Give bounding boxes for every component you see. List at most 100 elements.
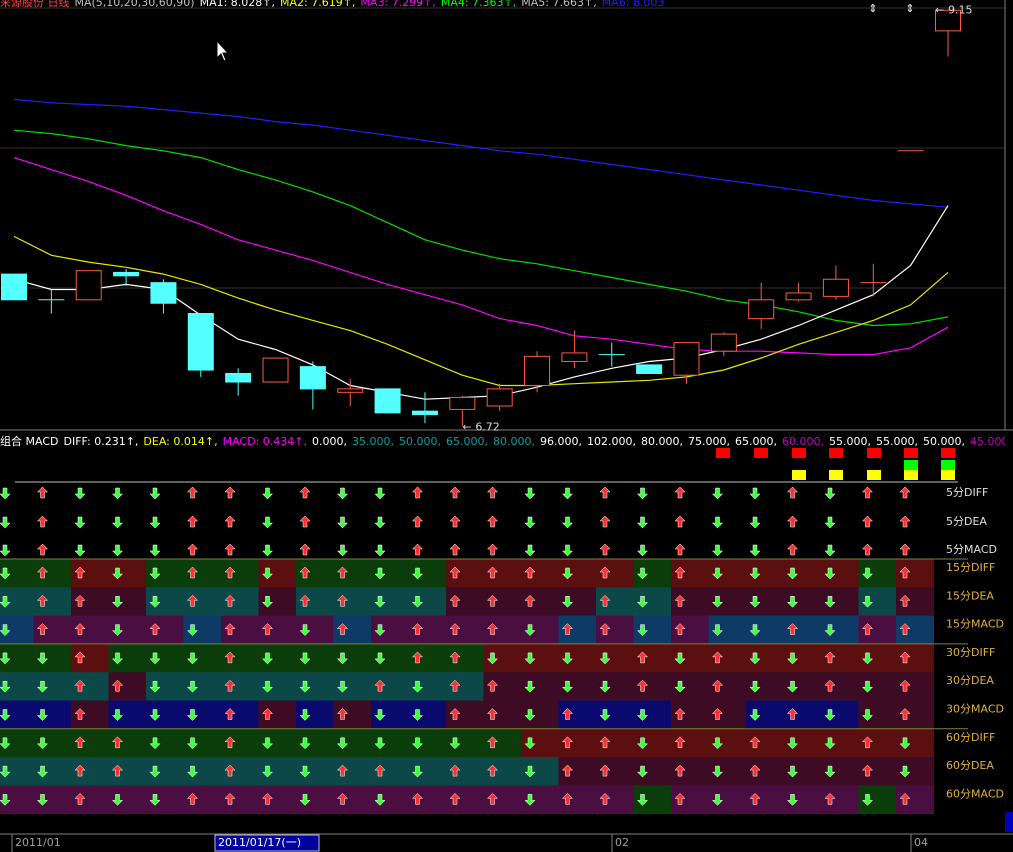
cell-bg bbox=[596, 700, 634, 730]
header-item: MA3: 7.299↑, bbox=[360, 0, 436, 8]
down-arrow bbox=[636, 765, 649, 778]
cell-bg bbox=[33, 587, 72, 617]
cell-bg bbox=[183, 757, 222, 786]
indicator-value: 80.000, bbox=[640, 435, 683, 447]
down-arrow bbox=[861, 567, 874, 580]
cell-bg bbox=[708, 587, 747, 617]
up-arrow bbox=[824, 679, 836, 692]
down-arrow bbox=[299, 765, 311, 778]
up-arrow bbox=[636, 679, 649, 692]
up-arrow bbox=[336, 566, 349, 579]
down-arrow bbox=[111, 516, 124, 529]
up-arrow bbox=[449, 566, 461, 579]
up-arrow bbox=[711, 708, 724, 720]
up-arrow bbox=[561, 764, 574, 777]
cell-bg bbox=[333, 672, 372, 701]
body bbox=[561, 352, 588, 362]
row-label: 5分DEA bbox=[946, 515, 987, 528]
cell-bg bbox=[371, 672, 409, 701]
cell-bg bbox=[671, 700, 709, 730]
down-arrow bbox=[0, 765, 11, 778]
body bbox=[710, 333, 737, 352]
up-arrow bbox=[861, 486, 874, 499]
up-arrow bbox=[486, 543, 499, 556]
up-arrow bbox=[224, 679, 236, 692]
body bbox=[262, 357, 289, 383]
down-arrow bbox=[561, 596, 574, 608]
down-arrow bbox=[336, 487, 349, 500]
down-arrow bbox=[186, 624, 199, 636]
up-arrow bbox=[711, 679, 724, 692]
signal-squares bbox=[716, 448, 955, 480]
down-arrow bbox=[524, 794, 536, 806]
down-arrow bbox=[711, 544, 724, 557]
down-arrow bbox=[824, 544, 836, 557]
down-arrow bbox=[711, 487, 724, 500]
down-arrow bbox=[824, 624, 836, 636]
down-arrow bbox=[786, 737, 799, 750]
down-arrow bbox=[749, 544, 761, 557]
down-arrow bbox=[336, 652, 349, 665]
up-arrow bbox=[449, 679, 461, 692]
indicator-value: MACD: 0.434↑, bbox=[222, 435, 307, 447]
down-arrow bbox=[0, 516, 11, 529]
header-item: MA6: 8.003 bbox=[601, 0, 665, 8]
up-arrow bbox=[74, 594, 86, 607]
header-item: MA5: 7.663↑, bbox=[521, 0, 597, 8]
cell-bg bbox=[783, 700, 822, 730]
down-arrow bbox=[749, 709, 761, 721]
cell-bg bbox=[596, 785, 634, 815]
up-arrow bbox=[449, 623, 461, 635]
cell-bg bbox=[858, 559, 897, 588]
row-label: 15分DIFF bbox=[946, 561, 995, 574]
down-arrow bbox=[674, 680, 686, 693]
body bbox=[449, 396, 476, 410]
cell-bg bbox=[671, 615, 709, 645]
cell-bg bbox=[371, 757, 409, 786]
cell-bg bbox=[71, 785, 109, 815]
down-arrow bbox=[411, 680, 424, 693]
up-arrow bbox=[224, 651, 236, 664]
cell-bg bbox=[371, 615, 409, 645]
cell-bg bbox=[896, 757, 934, 786]
up-arrow bbox=[636, 651, 649, 664]
cell-bg bbox=[896, 587, 934, 617]
body bbox=[75, 270, 102, 301]
cell-bg bbox=[258, 757, 297, 786]
down-arrow bbox=[899, 765, 911, 778]
up-arrow bbox=[74, 623, 86, 635]
cell-bg bbox=[221, 615, 259, 645]
down-arrow bbox=[374, 624, 386, 636]
cell-bg bbox=[708, 643, 747, 673]
cell-bg bbox=[183, 615, 222, 645]
cell-bg bbox=[371, 643, 409, 673]
cell-bg bbox=[108, 728, 147, 758]
up-arrow bbox=[449, 594, 461, 607]
up-arrow bbox=[186, 543, 199, 556]
square bbox=[867, 470, 881, 480]
square bbox=[792, 448, 806, 458]
down-arrow bbox=[711, 737, 724, 750]
up-arrow bbox=[74, 708, 86, 720]
down-arrow bbox=[336, 737, 349, 750]
cell-bg bbox=[108, 587, 147, 617]
cell-bg bbox=[821, 700, 859, 730]
cell-bg bbox=[371, 700, 409, 730]
cell-bg bbox=[296, 615, 334, 645]
up-arrow bbox=[336, 793, 349, 805]
cell-bg bbox=[258, 587, 297, 617]
down-arrow bbox=[561, 652, 574, 665]
cell-bg bbox=[258, 643, 297, 673]
cell-bg bbox=[183, 643, 222, 673]
cell-bg bbox=[821, 643, 859, 673]
ma-line bbox=[13, 98, 949, 208]
cell-bg bbox=[33, 728, 72, 758]
cell-bg bbox=[408, 700, 447, 730]
cell-bg bbox=[746, 785, 784, 815]
cell-bg bbox=[596, 559, 634, 588]
header-item: MA4: 7.363↑, bbox=[440, 0, 517, 8]
down-arrow bbox=[824, 765, 836, 778]
cell-bg bbox=[183, 785, 222, 815]
cell-bg bbox=[146, 672, 184, 701]
indicator-value: 80.000, bbox=[492, 435, 535, 447]
